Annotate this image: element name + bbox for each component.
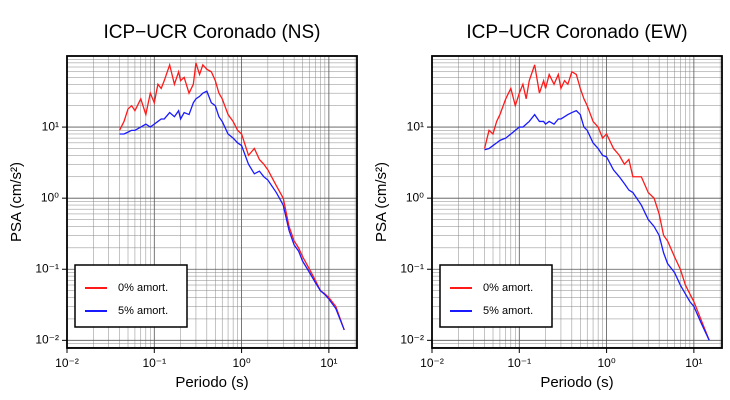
y-tick-label: 10¹: [42, 119, 59, 133]
series-line: [119, 90, 345, 331]
x-axis-label: Periodo (s): [175, 374, 248, 391]
frame: [431, 55, 723, 349]
legend-label: 0% amort.: [483, 282, 533, 294]
x-tick-label: 10¹: [320, 356, 337, 370]
x-tick-label: 10⁻¹: [142, 356, 166, 370]
x-axis-label: Periodo (s): [540, 374, 613, 391]
legend-label: 0% amort.: [118, 282, 168, 294]
x-tick-label: 10⁻²: [55, 356, 79, 370]
chart-title: ICP−UCR Coronado (EW): [466, 22, 687, 43]
x-tick-label: 10⁰: [232, 356, 250, 370]
y-axis-label: PSA (cm/s²): [8, 162, 25, 242]
y-tick-label: 10⁰: [406, 190, 424, 204]
legend-label: 5% amort.: [483, 305, 533, 317]
x-tick-label: 10¹: [685, 356, 702, 370]
series-line: [483, 64, 710, 341]
x-tick-label: 10⁻¹: [507, 356, 531, 370]
legend-label: 5% amort.: [118, 305, 168, 317]
x-tick-label: 10⁻²: [420, 356, 444, 370]
y-tick-label: 10⁰: [41, 190, 59, 204]
series-line: [118, 62, 345, 331]
legend-box: [439, 264, 553, 328]
y-axis-label: PSA (cm/s²): [373, 162, 390, 242]
panel: 10⁻² 10⁻¹ 10⁰ 10¹ 10⁻² 10⁻¹ 10⁰ 10¹ 0% amort. 5% …: [8, 22, 358, 391]
series-line: [484, 109, 710, 341]
x-tick-label: 10⁰: [597, 356, 615, 370]
chart-title: ICP−UCR Coronado (NS): [104, 22, 321, 43]
y-tick-label: 10⁻¹: [400, 261, 424, 275]
frame: [66, 55, 358, 349]
y-tick-label: 10¹: [407, 119, 424, 133]
legend-box: [74, 264, 188, 328]
y-tick-label: 10⁻²: [400, 333, 424, 347]
panel: 10⁻² 10⁻¹ 10⁰ 10¹ 10⁻² 10⁻¹ 10⁰ 10¹ 0% amort. 5% …: [373, 22, 723, 391]
y-tick-label: 10⁻¹: [35, 261, 59, 275]
y-tick-label: 10⁻²: [35, 333, 59, 347]
